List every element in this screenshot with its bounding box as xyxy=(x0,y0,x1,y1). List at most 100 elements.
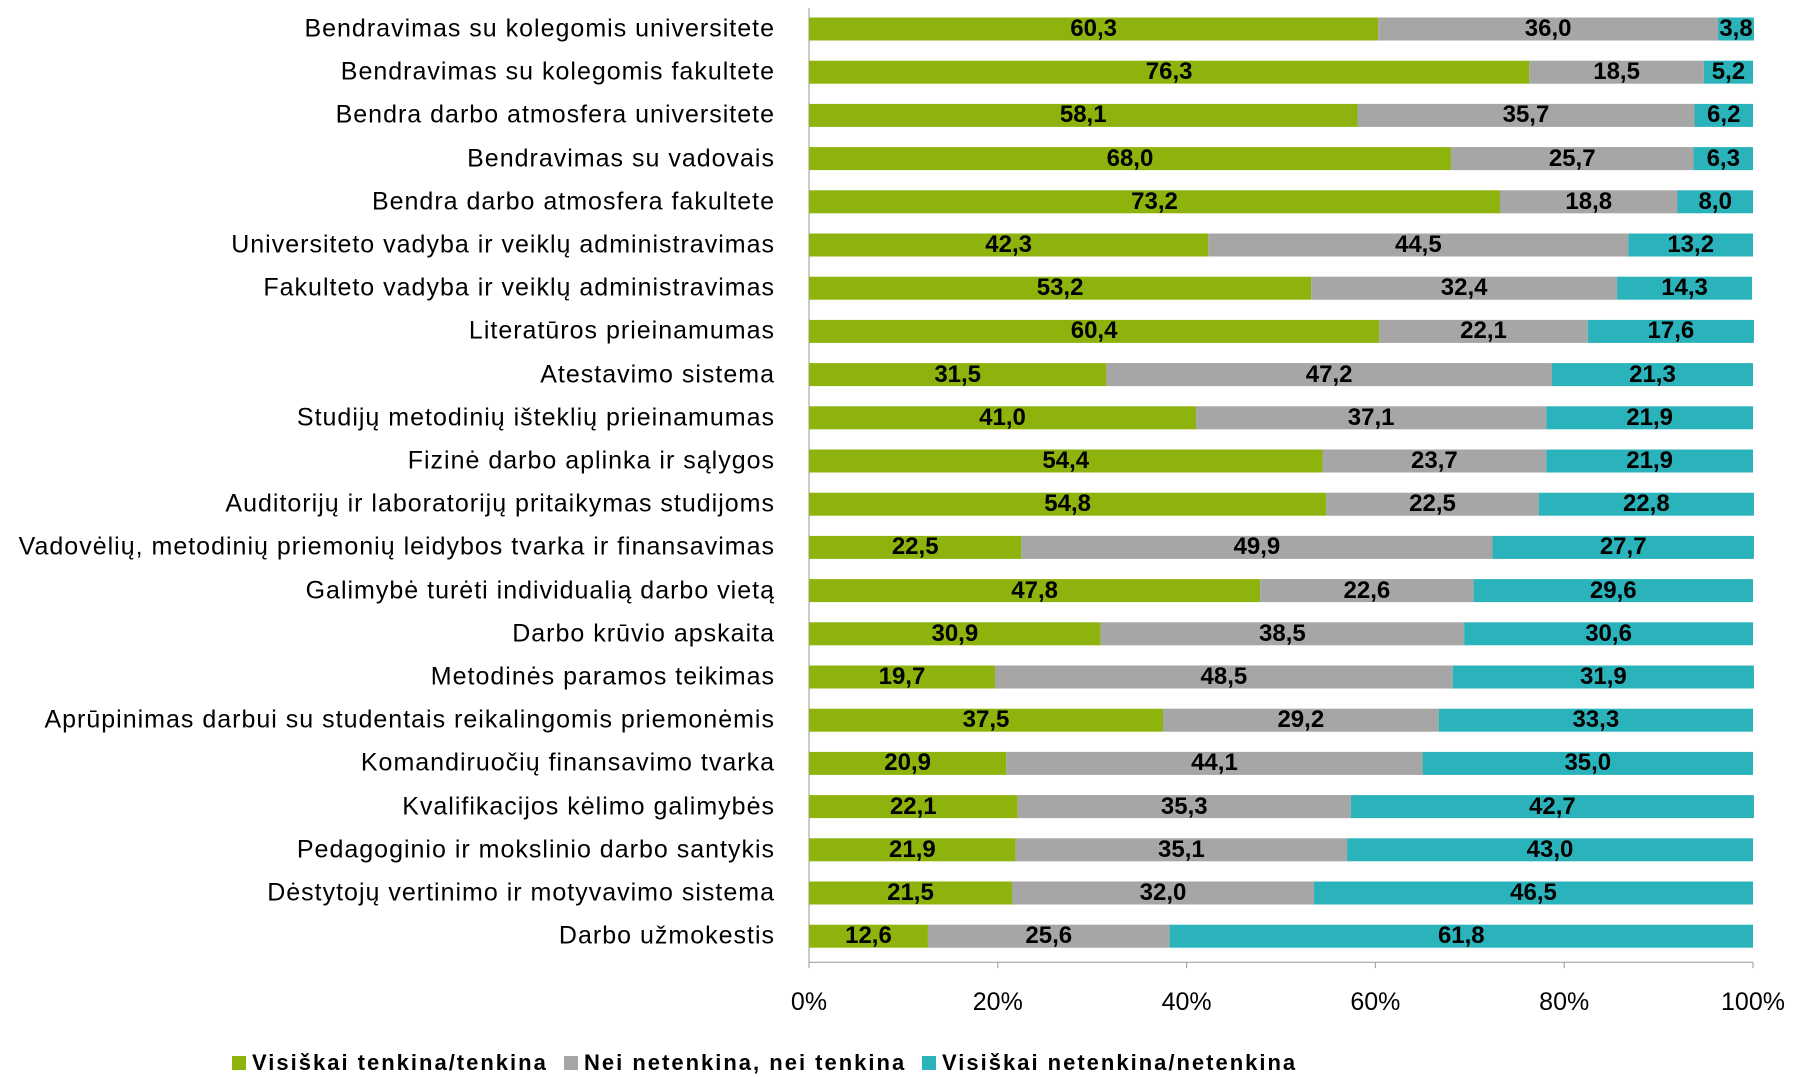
data-label: 37,1 xyxy=(1347,403,1395,431)
bar-segment xyxy=(1350,795,1754,819)
category-label: Bendravimas su kolegomis universitete xyxy=(304,14,775,43)
data-label: 35,0 xyxy=(1564,749,1612,777)
x-tick-label: 80% xyxy=(1539,988,1590,1017)
category-label: Bendra darbo atmosfera fakultete xyxy=(371,187,775,216)
data-label: 3,8 xyxy=(1719,15,1753,42)
bar-segment xyxy=(1017,795,1351,819)
bar-segment xyxy=(1473,579,1753,603)
data-label: 25,6 xyxy=(1025,922,1073,950)
data-label: 29,6 xyxy=(1589,576,1637,604)
data-label: 32,0 xyxy=(1139,879,1187,906)
bar-segment xyxy=(1311,276,1618,300)
x-tick-label: 60% xyxy=(1350,988,1401,1017)
data-label: 53,2 xyxy=(1036,274,1084,302)
data-label: 5,2 xyxy=(1711,58,1746,86)
data-label: 37,5 xyxy=(962,706,1010,734)
category-label: Aprūpinimas darbui su studentais reikali… xyxy=(44,705,775,734)
bar-segment xyxy=(1169,924,1753,948)
bar-segment xyxy=(809,708,1163,732)
category-label: Fakulteto vadyba ir veiklų administravim… xyxy=(263,273,775,302)
data-label: 43,0 xyxy=(1526,835,1574,863)
category-label: Galimybė turėti individualią darbo vietą xyxy=(305,576,775,605)
category-label: Darbo užmokestis xyxy=(558,921,775,950)
bar-segment xyxy=(1196,406,1547,430)
bar-segment xyxy=(809,363,1107,387)
bar-segment xyxy=(1677,190,1753,214)
x-tick-label: 0% xyxy=(790,988,828,1017)
bar-segment xyxy=(1314,881,1753,905)
category-label: Bendravimas su vadovais xyxy=(467,144,775,173)
data-label: 41,0 xyxy=(979,403,1026,431)
data-label: 46,5 xyxy=(1510,879,1557,906)
data-label: 48,5 xyxy=(1200,663,1248,690)
bar-segment xyxy=(1322,449,1547,473)
bar-segment xyxy=(809,17,1379,41)
data-label: 12,6 xyxy=(845,922,892,950)
bar-segment xyxy=(809,751,1007,775)
legend-swatch xyxy=(564,1056,578,1070)
data-label: 31,5 xyxy=(934,360,982,388)
bar-segment xyxy=(1500,190,1678,214)
data-label: 13,2 xyxy=(1667,231,1715,258)
category-label: Darbo krūvio apskaita xyxy=(512,619,775,648)
data-label: 35,7 xyxy=(1502,101,1550,129)
data-label: 44,5 xyxy=(1394,231,1442,258)
data-label: 27,7 xyxy=(1599,533,1647,561)
data-label: 8,0 xyxy=(1698,187,1732,215)
data-label: 42,3 xyxy=(985,231,1032,258)
data-label: 60,4 xyxy=(1070,317,1118,345)
bar-segment xyxy=(994,665,1453,689)
data-label: 22,5 xyxy=(1409,490,1456,518)
category-label: Pedagoginio ir mokslinio darbo santykis xyxy=(296,835,775,864)
category-label: Komandiruočių finansavimo tvarka xyxy=(360,748,775,777)
data-label: 21,9 xyxy=(889,835,936,863)
bar-segment xyxy=(809,622,1101,646)
legend-swatch xyxy=(232,1056,246,1070)
bar-segment xyxy=(809,60,1530,84)
category-label: Bendra darbo atmosfera universitete xyxy=(335,100,775,129)
bar-segment xyxy=(1357,103,1695,127)
category-label: Dėstytojų vertinimo ir motyvavimo sistem… xyxy=(267,878,775,907)
bar-segment xyxy=(1538,492,1754,516)
bar-segment xyxy=(1546,449,1753,473)
legend-label: Nei netenkina, nei tenkina xyxy=(584,1050,907,1075)
data-label: 32,4 xyxy=(1440,274,1488,302)
bar-segment xyxy=(1551,363,1753,387)
data-label: 18,8 xyxy=(1565,187,1613,215)
data-label: 44,1 xyxy=(1191,749,1238,777)
bar-segment xyxy=(809,449,1323,473)
data-label: 58,1 xyxy=(1059,101,1107,129)
bar-segment xyxy=(1021,535,1493,559)
bar-segment xyxy=(1464,622,1753,646)
bar-segment xyxy=(809,492,1327,516)
data-label: 21,9 xyxy=(1626,447,1673,474)
bar-segment xyxy=(1163,708,1439,732)
bar-segment xyxy=(1379,319,1588,343)
bar-segment xyxy=(809,535,1022,559)
data-label: 76,3 xyxy=(1145,58,1193,86)
bar-segment xyxy=(1100,622,1465,646)
data-label: 33,3 xyxy=(1572,706,1620,734)
bar-segment xyxy=(1015,838,1348,862)
bar-segment xyxy=(1438,708,1753,732)
data-label: 29,2 xyxy=(1277,706,1325,734)
bar-segment xyxy=(1208,233,1629,257)
x-tick-label: 100% xyxy=(1721,988,1785,1017)
bar-segment xyxy=(809,103,1358,127)
data-label: 23,7 xyxy=(1411,447,1458,474)
data-label: 30,9 xyxy=(931,619,979,647)
category-label: Literatūros prieinamumas xyxy=(468,316,775,345)
bar-segment xyxy=(1529,60,1704,84)
legend-label: Visiškai tenkina/tenkina xyxy=(252,1050,548,1075)
data-label: 21,3 xyxy=(1629,360,1676,388)
data-label: 54,4 xyxy=(1042,447,1090,474)
bar-segment xyxy=(809,665,995,689)
category-label: Metodinės paramos teikimas xyxy=(430,662,775,691)
bar-segment xyxy=(1422,751,1753,775)
data-label: 60,3 xyxy=(1070,15,1117,42)
data-label: 22,1 xyxy=(1460,317,1507,345)
bar-segment xyxy=(809,233,1209,257)
data-label: 47,8 xyxy=(1011,576,1058,604)
